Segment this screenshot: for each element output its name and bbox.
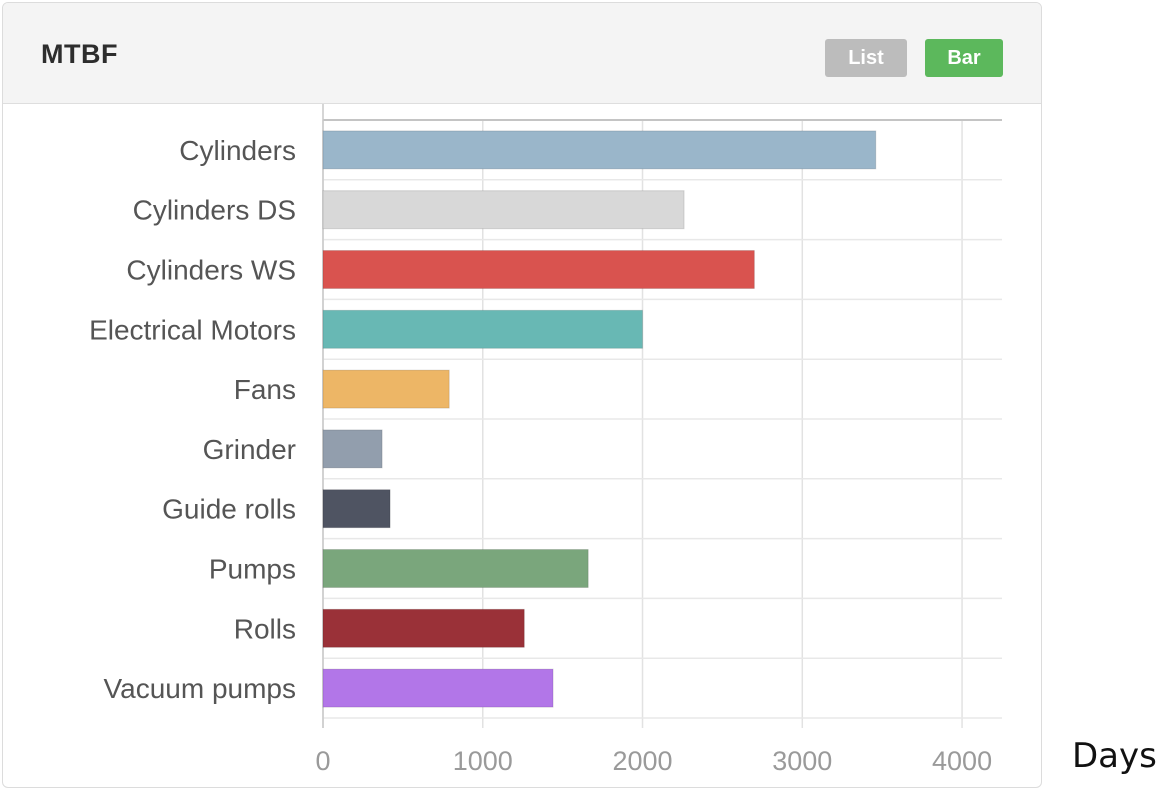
x-tick-label: 2000 [612, 746, 672, 776]
category-label: Fans [234, 374, 296, 405]
bar-cylinders [322, 130, 877, 170]
category-label: Pumps [209, 554, 296, 585]
category-label-layer: Cylinders Cylinders DS Cylinders WS Electri… [89, 135, 296, 704]
category-label: Vacuum pumps [104, 673, 296, 704]
category-label: Grinder [203, 434, 296, 465]
category-label: Cylinders WS [126, 255, 296, 286]
category-label: Rolls [234, 613, 296, 644]
category-label: Cylinders DS [133, 195, 296, 226]
bar-rolls [322, 608, 525, 648]
category-label: Electrical Motors [89, 314, 296, 345]
x-tick-label: 3000 [772, 746, 832, 776]
panel-title: MTBF [41, 39, 118, 69]
bar-electrical-motors [322, 309, 644, 349]
bar-cylinders-ds [322, 190, 685, 230]
bar-cylinders-ws [322, 250, 755, 289]
bar-layer [322, 130, 877, 708]
x-tick-label-layer: 0 1000 2000 3000 4000 [315, 746, 992, 776]
bar-pumps [322, 549, 589, 588]
category-label: Guide rolls [162, 494, 296, 525]
bar-view-button[interactable]: Bar [925, 39, 1003, 77]
category-label: Cylinders [179, 135, 296, 166]
bar-grinder [322, 429, 383, 469]
bar-guide-rolls [322, 489, 391, 529]
x-tick-label: 4000 [932, 746, 992, 776]
bar-vacuum-pumps [322, 668, 554, 708]
x-tick-label: 1000 [453, 746, 513, 776]
list-view-button[interactable]: List [825, 39, 907, 77]
x-axis-unit-label: Days [1072, 736, 1157, 776]
bar-fans [322, 369, 450, 409]
panel-header: MTBF List Bar [3, 3, 1041, 104]
x-tick-label: 0 [315, 746, 330, 776]
